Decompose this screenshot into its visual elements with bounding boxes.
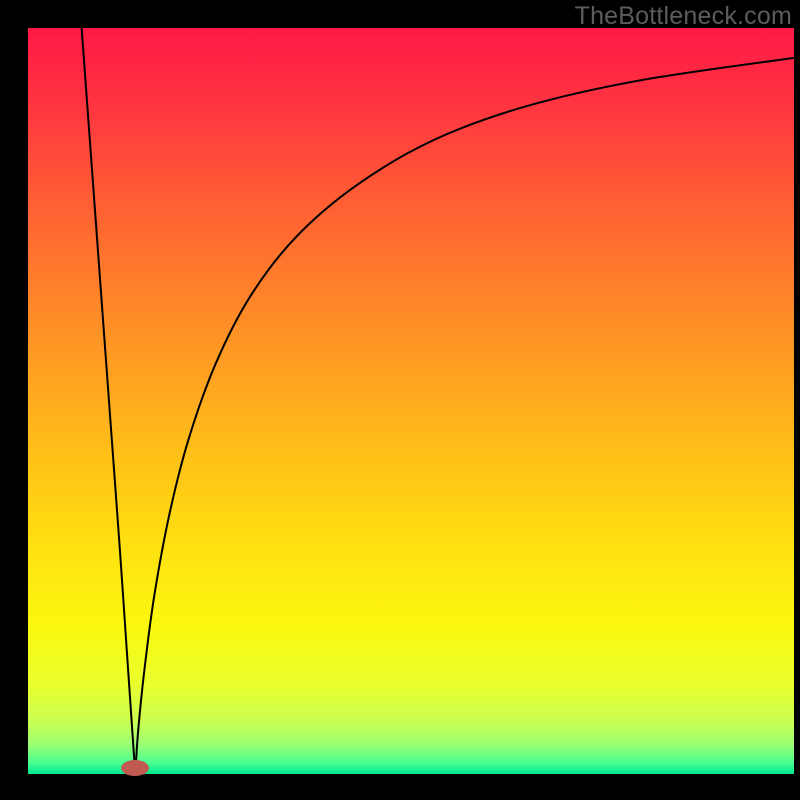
curve-left — [82, 28, 136, 774]
curve-right — [135, 58, 794, 774]
curves-svg — [0, 0, 800, 800]
chart-container: TheBottleneck.com — [0, 0, 800, 800]
